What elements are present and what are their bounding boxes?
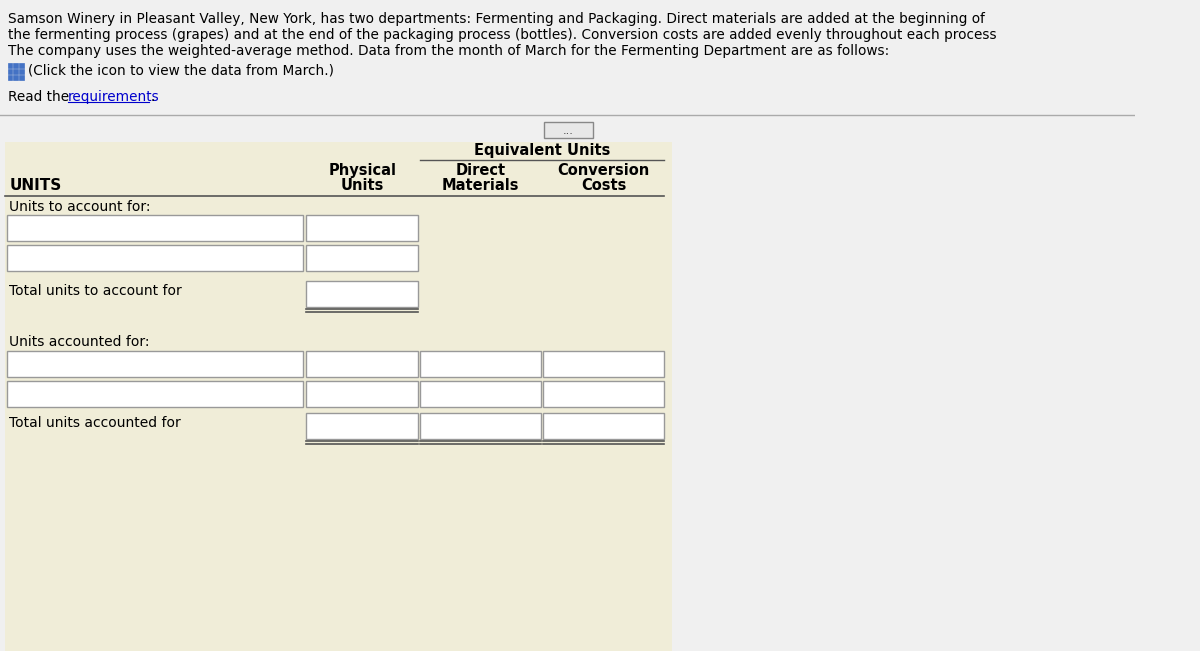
Bar (306, 381, 418, 407)
Bar (306, 281, 418, 307)
Bar (542, 413, 664, 439)
Bar (542, 381, 664, 407)
Bar (420, 351, 541, 377)
Bar (420, 381, 541, 407)
Bar (306, 245, 418, 271)
Text: (Click the icon to view the data from March.): (Click the icon to view the data from Ma… (29, 64, 335, 78)
Text: UNITS: UNITS (10, 178, 61, 193)
Bar (306, 351, 418, 377)
Bar (306, 215, 418, 241)
Bar (544, 122, 593, 138)
Text: requirements: requirements (68, 90, 160, 104)
Text: Read the: Read the (7, 90, 73, 104)
Text: Total units accounted for: Total units accounted for (10, 416, 181, 430)
Text: Direct: Direct (456, 163, 505, 178)
Bar (13, 69, 18, 74)
Bar (7, 381, 302, 407)
Bar (5, 142, 672, 651)
Text: Equivalent Units: Equivalent Units (474, 143, 611, 158)
Text: The company uses the weighted-average method. Data from the month of March for t: The company uses the weighted-average me… (7, 44, 889, 58)
Bar (13, 63, 18, 68)
Text: Units accounted for:: Units accounted for: (10, 335, 150, 349)
Bar (19, 63, 24, 68)
Bar (7, 245, 302, 271)
Bar (13, 75, 18, 80)
Text: Materials: Materials (442, 178, 520, 193)
Text: Units to account for:: Units to account for: (10, 200, 151, 214)
Text: Costs: Costs (581, 178, 626, 193)
Text: Conversion: Conversion (558, 163, 649, 178)
Bar (7, 215, 302, 241)
Bar (19, 75, 24, 80)
Text: Samson Winery in Pleasant Valley, New York, has two departments: Fermenting and : Samson Winery in Pleasant Valley, New Yo… (7, 12, 984, 26)
Bar (7, 69, 12, 74)
Text: Physical: Physical (329, 163, 396, 178)
Text: .: . (150, 90, 155, 104)
Bar (306, 413, 418, 439)
Bar (420, 413, 541, 439)
Text: ...: ... (563, 126, 574, 136)
Text: Total units to account for: Total units to account for (10, 284, 182, 298)
Text: Units: Units (341, 178, 384, 193)
Bar (7, 63, 12, 68)
Bar (7, 351, 302, 377)
Text: the fermenting process (grapes) and at the end of the packaging process (bottles: the fermenting process (grapes) and at t… (7, 28, 996, 42)
Bar (19, 69, 24, 74)
Bar (7, 75, 12, 80)
Bar (542, 351, 664, 377)
